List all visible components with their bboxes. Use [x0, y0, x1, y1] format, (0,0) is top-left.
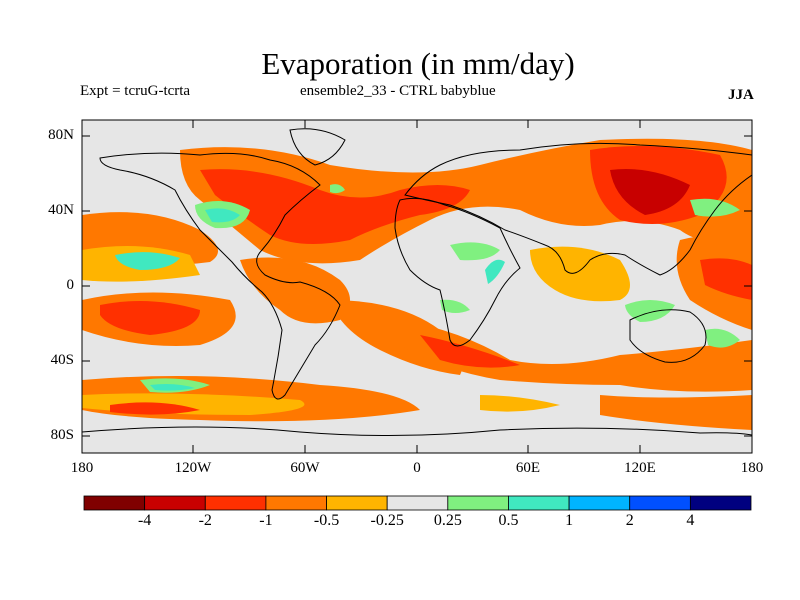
colorbar-label: -0.5 [313, 512, 340, 529]
plot-subtitle: ensemble2_33 - CTRL babyblue [300, 83, 496, 99]
colorbar-label: -1 [259, 512, 273, 529]
colorbar-swatch [326, 495, 388, 511]
lon-label-120e: 120E [624, 460, 656, 476]
lat-label-40n: 40N [48, 202, 74, 218]
antarctica-outline [82, 426, 752, 437]
colorbar-label: 0.5 [498, 512, 519, 529]
colorbar-swatch [629, 495, 691, 511]
lat-label-80s: 80S [50, 427, 74, 443]
colorbar-label: 2 [625, 512, 634, 529]
lon-ticks [192, 120, 641, 453]
colorbar-swatch [204, 495, 267, 511]
colorbar-swatch [568, 495, 631, 511]
colorbar-swatch [265, 495, 327, 511]
lon-label-120w: 120W [174, 460, 212, 476]
lon-label-180w: 180 [70, 460, 94, 476]
colorbar-label: 1 [565, 512, 574, 529]
colorbar-swatch [447, 495, 509, 511]
coastlines [82, 128, 752, 437]
colorbar [83, 495, 752, 511]
eurasia-outline [404, 142, 752, 276]
lat-label-40s: 40S [50, 352, 74, 368]
lat-label-0: 0 [66, 277, 75, 293]
colorbar-swatch [83, 495, 146, 511]
season-label: JJA [728, 87, 754, 103]
australia-outline [629, 309, 707, 363]
greenland-outline [289, 128, 346, 166]
lon-label-60w: 60W [290, 460, 320, 476]
americas-outline [99, 152, 341, 400]
africa-outline [394, 197, 521, 347]
lon-label-0: 0 [413, 460, 421, 476]
colorbar-swatch [386, 495, 449, 511]
lon-label-180e: 180 [740, 460, 764, 476]
colorbar-label: -4 [137, 512, 152, 529]
colorbar-label: 0.25 [433, 512, 462, 529]
lon-label-60e: 60E [515, 460, 541, 476]
colorbar-label: -2 [198, 512, 212, 529]
plot-title: Evaporation (in mm/day) [261, 46, 575, 81]
colorbar-label: 4 [686, 512, 695, 529]
lat-ticks [82, 135, 752, 437]
colorbar-swatch [508, 495, 570, 511]
colorbar-swatch [144, 495, 206, 511]
experiment-label: Expt = tcruG-tcrta [80, 83, 191, 99]
colorbar-swatch [689, 495, 752, 511]
colorbar-label: -0.25 [370, 512, 404, 529]
lat-label-80n: 80N [48, 127, 74, 143]
evaporation-field [82, 138, 752, 430]
